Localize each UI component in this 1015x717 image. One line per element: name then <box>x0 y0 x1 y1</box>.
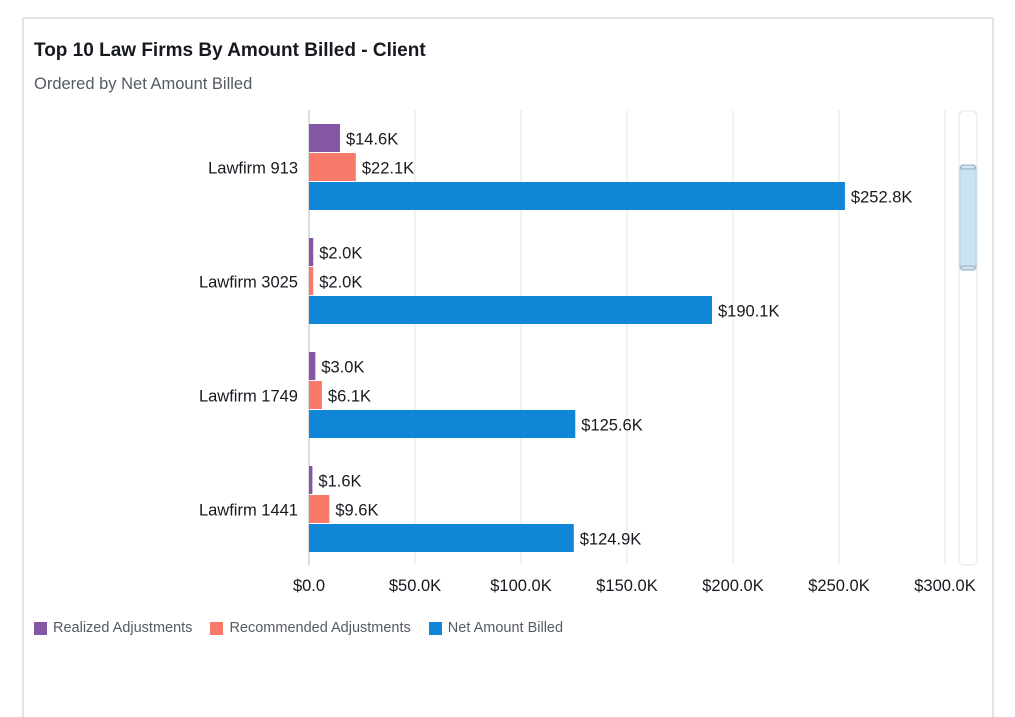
legend-item[interactable]: Recommended Adjustments <box>210 620 411 636</box>
bar-chart: $0.0 $50.0K $100.0K $150.0K $200.0K $250.0K $3… <box>199 110 978 595</box>
legend-swatch <box>210 621 224 635</box>
x-tick-label: $100.0K <box>490 577 551 595</box>
x-tick-label: $200.0K <box>702 577 763 595</box>
category-label: Lawfirm 913 <box>208 160 298 178</box>
category-label: Lawfirm 1749 <box>199 388 298 406</box>
legend-swatch <box>34 621 47 635</box>
category-label: Lawfirm 1441 <box>199 502 298 520</box>
data-label: $22.1K <box>362 160 414 178</box>
x-tick-label: $300.0K <box>914 577 975 595</box>
legend-swatch <box>428 621 442 635</box>
bar-recommended-adjustments <box>309 495 330 523</box>
data-label: $6.1K <box>328 388 371 406</box>
bar-net-amount-billed <box>309 524 574 552</box>
legend-label: Net Amount Billed <box>447 620 564 636</box>
chart-title: Top 10 Law Firms By Amount Billed - Clie… <box>34 40 426 61</box>
data-label: $190.1K <box>718 303 779 321</box>
x-tick-label: $150.0K <box>596 577 657 595</box>
scrollbar-handle[interactable] <box>960 164 976 170</box>
bar-realized-adjustments <box>309 238 314 266</box>
data-label: $2.0K <box>319 274 362 292</box>
x-tick-label: $0.0 <box>293 577 325 595</box>
bar-recommended-adjustments <box>309 153 356 181</box>
data-label: $252.8K <box>851 189 912 207</box>
data-label: $9.6K <box>335 502 378 520</box>
data-label: $125.6K <box>581 417 642 435</box>
category-label: Lawfirm 3025 <box>199 274 298 292</box>
bar-realized-adjustments <box>309 124 340 152</box>
data-label: $2.0K <box>319 245 362 263</box>
x-tick-label: $50.0K <box>389 577 441 595</box>
bar-realized-adjustments <box>309 466 313 494</box>
scrollbar-thumb[interactable] <box>959 166 977 269</box>
chart-card <box>22 17 994 717</box>
bar-net-amount-billed <box>309 296 713 324</box>
bar-net-amount-billed <box>309 182 845 210</box>
x-tick-label: $250.0K <box>808 577 869 595</box>
bar-recommended-adjustments <box>309 267 314 295</box>
bar-net-amount-billed <box>309 410 576 438</box>
legend-label: Recommended Adjustments <box>229 620 411 636</box>
scrollbar-handle[interactable] <box>960 265 976 271</box>
legend-label: Realized Adjustments <box>53 620 193 636</box>
legend-item[interactable]: Realized Adjustments <box>34 620 192 636</box>
chart-subtitle: Ordered by Net Amount Billed <box>34 75 253 93</box>
data-label: $124.9K <box>580 531 641 549</box>
legend: Realized Adjustments Recommended Adjustme… <box>34 620 563 636</box>
bar-realized-adjustments <box>309 352 316 380</box>
data-label: $14.6K <box>346 131 398 149</box>
data-label: $1.6K <box>318 473 361 491</box>
bar-recommended-adjustments <box>309 381 322 409</box>
legend-item[interactable]: Net Amount Billed <box>428 620 564 636</box>
data-label: $3.0K <box>321 359 364 377</box>
